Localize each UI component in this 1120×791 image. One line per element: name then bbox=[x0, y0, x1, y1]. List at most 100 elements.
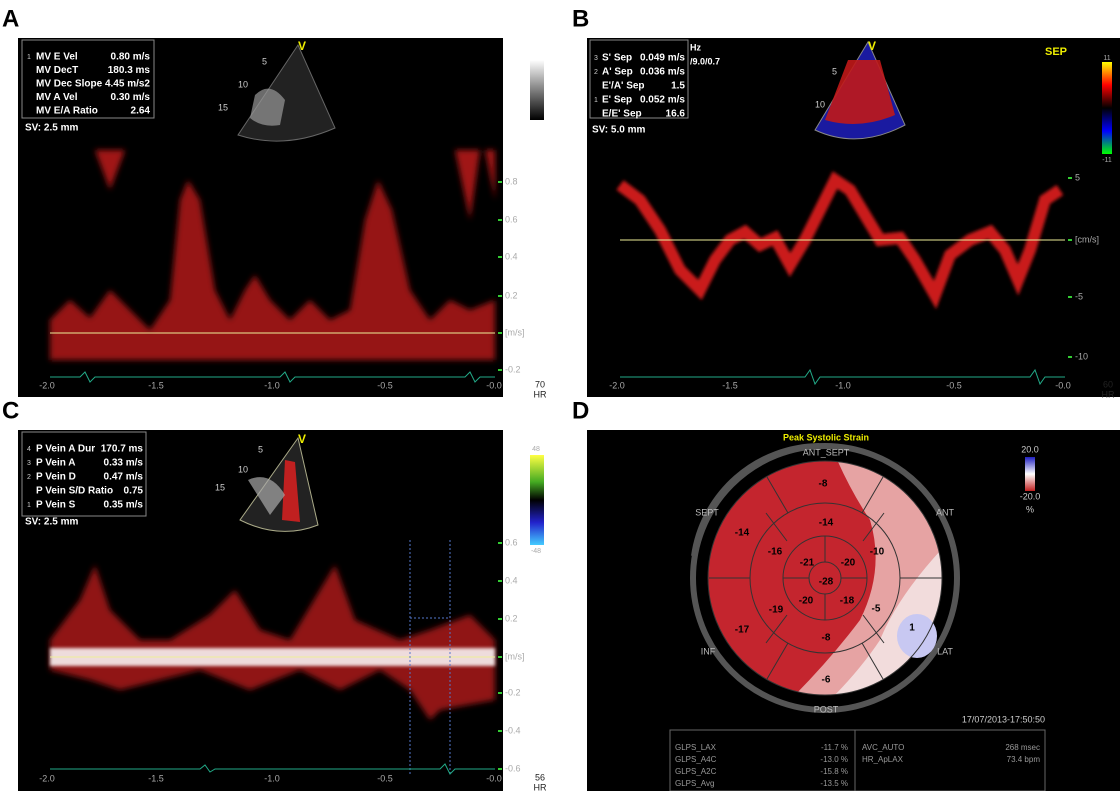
legend-label: 20.0 bbox=[1021, 444, 1039, 454]
segment-value: -7 bbox=[936, 528, 945, 539]
measurement-box bbox=[21, 431, 147, 517]
x-tick-label: -0.0 bbox=[486, 773, 502, 783]
wall-label: SEPT bbox=[695, 507, 719, 517]
x-tick-label: -1.5 bbox=[148, 380, 164, 390]
y-tick-label: [cm/s] bbox=[1075, 234, 1099, 244]
table-value: -15.8 % bbox=[820, 767, 848, 776]
measurement-name: E' Sep bbox=[602, 95, 632, 106]
y-tick-label: -0.2 bbox=[505, 687, 521, 697]
measurement-name: MV E/A Ratio bbox=[36, 106, 98, 117]
measurement-value: 0.47 m/s bbox=[104, 472, 144, 483]
measurement-value: 0.052 m/s bbox=[640, 95, 685, 106]
segment-value: -10 bbox=[870, 547, 885, 558]
measurement-value: 0.35 m/s bbox=[104, 500, 144, 511]
measurement-value: 16.6 bbox=[666, 109, 686, 120]
wall-label: ANT bbox=[936, 507, 955, 517]
header-text: /9.0/0.7 bbox=[690, 56, 720, 66]
panel-label: A bbox=[2, 5, 19, 32]
depth-label: 15 bbox=[215, 482, 225, 492]
segment-value: -6 bbox=[822, 675, 831, 686]
view-label: SEP bbox=[1045, 46, 1067, 58]
y-tick-label: [m/s] bbox=[505, 327, 525, 337]
y-tick-label: [m/s] bbox=[505, 651, 525, 661]
legend-label: -20.0 bbox=[1020, 491, 1041, 501]
segment-value: 1 bbox=[909, 623, 915, 634]
echo-fan-a bbox=[237, 43, 336, 142]
ecg-c bbox=[50, 763, 495, 775]
measurement-name: MV A Vel bbox=[36, 92, 78, 103]
measurement-name: P Vein A bbox=[36, 458, 75, 469]
colorbar-c bbox=[530, 455, 544, 545]
measurement-value: 0.33 m/s bbox=[104, 458, 144, 469]
y-tick-label: 0.2 bbox=[505, 290, 518, 300]
strain-colorbar bbox=[1025, 457, 1035, 491]
y-tick-label: 0.6 bbox=[505, 537, 518, 547]
wall-label: INF bbox=[701, 646, 716, 656]
panel-label: D bbox=[572, 397, 589, 424]
ecg-a bbox=[50, 371, 495, 383]
y-tick-label: 0.4 bbox=[505, 575, 518, 585]
panel-label: B bbox=[572, 5, 589, 32]
x-tick-label: -2.0 bbox=[609, 380, 625, 390]
y-tick-label: 0.4 bbox=[505, 251, 518, 261]
measurement-name: MV DecT bbox=[36, 65, 78, 76]
echo-fan-b bbox=[814, 40, 906, 140]
x-tick-label: -1.0 bbox=[264, 773, 280, 783]
segment-value: -14 bbox=[735, 528, 750, 539]
heart-rate-label: HR bbox=[534, 389, 547, 399]
measurement-name: E'/A' Sep bbox=[602, 81, 645, 92]
y-tick bbox=[1068, 356, 1072, 358]
measurement-number: 3 bbox=[594, 55, 598, 62]
x-tick-label: -0.5 bbox=[377, 773, 393, 783]
probe-marker: V bbox=[868, 39, 876, 53]
measurement-name: P Vein S/D Ratio bbox=[36, 486, 113, 497]
y-tick-label: -0.2 bbox=[505, 364, 521, 374]
x-tick-label: -1.5 bbox=[148, 773, 164, 783]
echo-fan-c bbox=[239, 436, 319, 532]
x-tick-label: -0.5 bbox=[946, 380, 962, 390]
segment-value: -5 bbox=[872, 604, 881, 615]
measurement-name: P Vein D bbox=[36, 472, 76, 483]
segment-value: -17 bbox=[735, 625, 750, 636]
segment-value: -8 bbox=[822, 633, 831, 644]
measurement-value: 0.80 m/s bbox=[111, 52, 151, 63]
measurement-name: A' Sep bbox=[602, 67, 633, 78]
measurement-name: MV E Vel bbox=[36, 52, 78, 63]
depth-label: 5 bbox=[262, 56, 267, 66]
probe-marker: V bbox=[298, 432, 306, 446]
colorbar-label: -48 bbox=[531, 548, 541, 555]
measurement-value: 0.036 m/s bbox=[640, 67, 685, 78]
wall-label: ANT_SEPT bbox=[803, 447, 850, 457]
y-tick bbox=[1068, 239, 1072, 241]
x-tick-label: -0.5 bbox=[377, 380, 393, 390]
measurement-box bbox=[589, 39, 689, 119]
y-tick bbox=[1068, 177, 1072, 179]
y-tick bbox=[498, 542, 502, 544]
depth-label: 5 bbox=[832, 66, 837, 76]
y-tick-label: -0.4 bbox=[505, 725, 521, 735]
timestamp: 17/07/2013-17:50:50 bbox=[962, 714, 1045, 724]
segment-value: -14 bbox=[819, 518, 834, 529]
segment-value: -19 bbox=[769, 605, 784, 616]
y-tick bbox=[498, 219, 502, 221]
wall-label: POST bbox=[814, 704, 839, 714]
y-tick-label: -0.6 bbox=[505, 763, 521, 773]
sample-volume: SV: 2.5 mm bbox=[25, 123, 78, 134]
table-name: HR_ApLAX bbox=[862, 755, 904, 764]
doppler-c bbox=[50, 565, 495, 720]
segment-value: -18 bbox=[840, 596, 855, 607]
x-tick-label: -0.0 bbox=[486, 380, 502, 390]
measurement-value: 170.7 ms bbox=[101, 444, 144, 455]
colorbar-a bbox=[530, 60, 544, 120]
measurement-number: 1 bbox=[27, 502, 31, 509]
y-tick bbox=[498, 332, 502, 334]
segment-value: -16 bbox=[768, 547, 783, 558]
measurement-name: S' Sep bbox=[602, 53, 632, 64]
x-tick-label: -1.0 bbox=[264, 380, 280, 390]
y-tick bbox=[498, 369, 502, 371]
strain-table bbox=[669, 729, 1046, 791]
y-tick-label: -5 bbox=[1075, 291, 1083, 301]
table-name: GLPS_LAX bbox=[675, 743, 717, 752]
depth-label: 15 bbox=[218, 102, 228, 112]
